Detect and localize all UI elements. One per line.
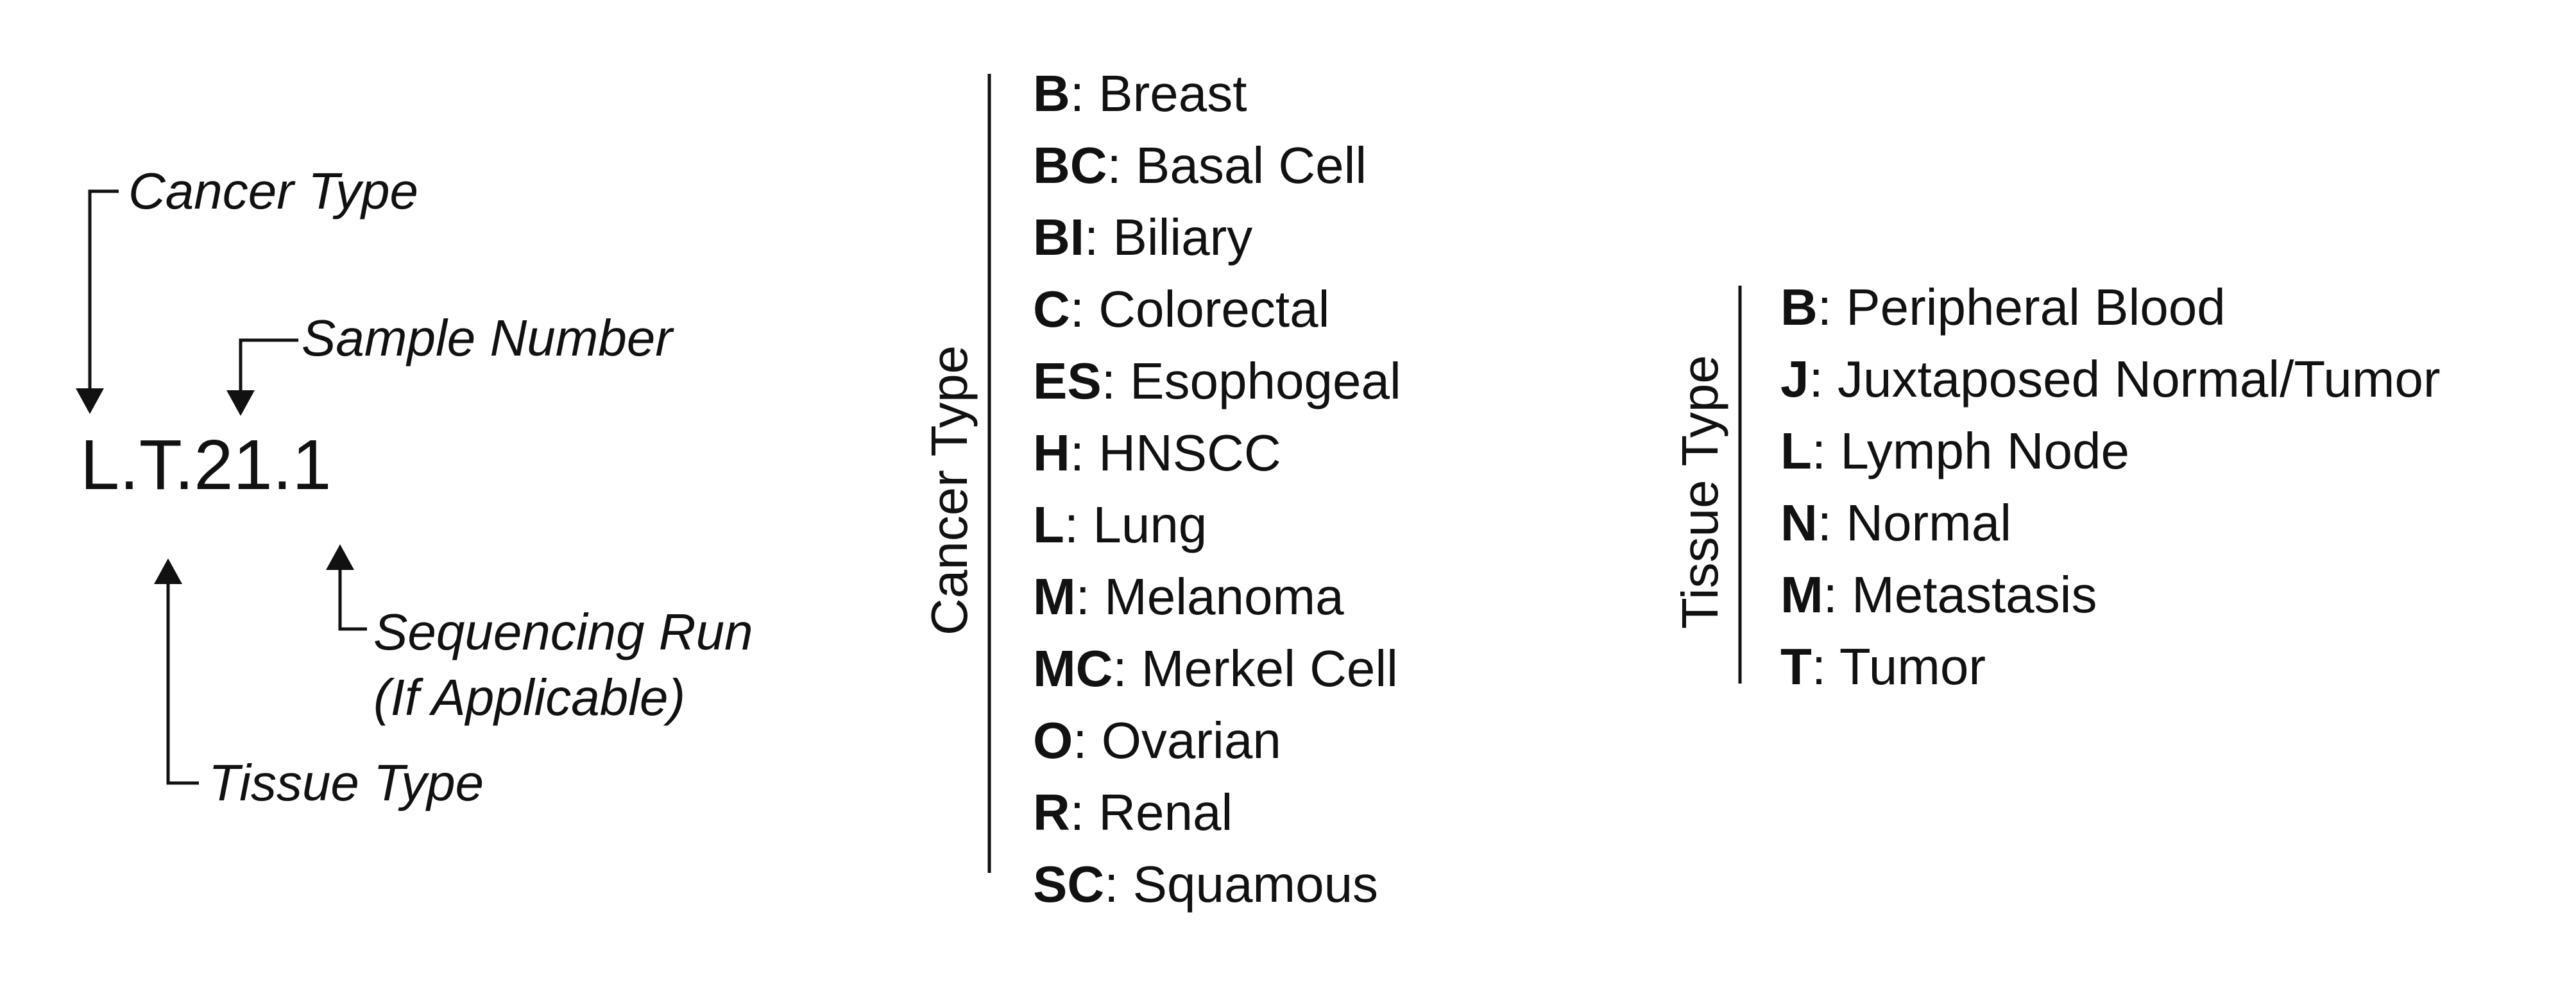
tissue-type-code: T bbox=[1780, 638, 1812, 695]
cancer-type-label: : Esophogeal bbox=[1101, 352, 1401, 409]
tissue-type-item: N: Normal bbox=[1780, 487, 2441, 559]
cancer-type-item: ES: Esophogeal bbox=[1033, 345, 1401, 417]
cancer-type-connector bbox=[88, 189, 119, 388]
sequencing-run-connector bbox=[338, 562, 367, 631]
tissue-type-code: M bbox=[1780, 566, 1823, 623]
cancer-type-code: ES bbox=[1033, 352, 1102, 409]
cancer-type-label: : Squamous bbox=[1104, 856, 1379, 913]
sample-number-connector bbox=[239, 338, 298, 395]
tissue-type-label: : Metastasis bbox=[1823, 566, 2097, 623]
cancer-type-label: : Renal bbox=[1070, 784, 1233, 841]
annotation-tissue-type: Tissue Type bbox=[209, 754, 484, 811]
cancer-type-code: BI bbox=[1033, 209, 1084, 266]
annotation-sample-number: Sample Number bbox=[302, 309, 673, 366]
cancer-type-code: MC bbox=[1033, 640, 1113, 697]
cancer-type-label: : Ovarian bbox=[1073, 712, 1281, 769]
tissue-type-code: J bbox=[1780, 350, 1809, 408]
tissue-type-list: B: Peripheral Blood J: Juxtaposed Normal… bbox=[1780, 271, 2441, 703]
tissue-type-item: M: Metastasis bbox=[1780, 559, 2441, 631]
cancer-type-arrowhead bbox=[76, 388, 104, 414]
tissue-type-item: T: Tumor bbox=[1780, 631, 2441, 703]
tissue-type-arrowhead bbox=[154, 558, 182, 584]
cancer-type-item: C: Colorectal bbox=[1033, 273, 1401, 345]
cancer-type-item: H: HNSCC bbox=[1033, 417, 1401, 489]
tissue-type-heading: Tissue Type bbox=[1671, 355, 1728, 629]
cancer-type-label: : HNSCC bbox=[1070, 424, 1281, 481]
annotation-sequencing-run: Sequencing Run bbox=[373, 603, 753, 660]
tissue-type-label: : Lymph Node bbox=[1811, 422, 2129, 479]
cancer-type-item: MC: Merkel Cell bbox=[1033, 633, 1401, 705]
cancer-type-item: L: Lung bbox=[1033, 489, 1401, 561]
tissue-type-connector bbox=[166, 578, 199, 785]
cancer-type-item: SC: Squamous bbox=[1033, 849, 1401, 920]
cancer-type-label: : Melanoma bbox=[1075, 568, 1344, 625]
cancer-type-code: BC bbox=[1033, 137, 1107, 194]
sample-code: L.T.21.1 bbox=[80, 426, 332, 504]
cancer-type-code: O bbox=[1033, 712, 1073, 769]
tissue-type-code: L bbox=[1780, 422, 1812, 479]
cancer-type-label: : Biliary bbox=[1084, 209, 1253, 266]
cancer-type-code: C bbox=[1033, 280, 1070, 338]
sequencing-run-arrowhead bbox=[326, 544, 354, 570]
cancer-type-label: : Breast bbox=[1070, 65, 1247, 122]
cancer-type-label: : Lung bbox=[1064, 496, 1207, 553]
sample-number-arrowhead bbox=[226, 390, 255, 416]
cancer-type-code: M bbox=[1033, 568, 1076, 625]
annotation-sequencing-run-note: (If Applicable) bbox=[373, 669, 686, 726]
cancer-type-heading: Cancer Type bbox=[921, 345, 978, 635]
cancer-type-label: : Basal Cell bbox=[1107, 137, 1367, 194]
cancer-type-item: O: Ovarian bbox=[1033, 705, 1401, 777]
cancer-type-item: BC: Basal Cell bbox=[1033, 130, 1401, 202]
tissue-type-item: J: Juxtaposed Normal/Tumor bbox=[1780, 343, 2441, 415]
tissue-type-code: N bbox=[1780, 494, 1818, 551]
tissue-type-label: : Tumor bbox=[1811, 638, 1986, 695]
cancer-type-item: R: Renal bbox=[1033, 777, 1401, 849]
cancer-type-item: M: Melanoma bbox=[1033, 561, 1401, 633]
cancer-type-code: R bbox=[1033, 784, 1070, 841]
cancer-type-code: L bbox=[1033, 496, 1064, 553]
cancer-type-item: B: Breast bbox=[1033, 58, 1401, 130]
tissue-type-item: L: Lymph Node bbox=[1780, 415, 2441, 487]
tissue-type-code: B bbox=[1780, 279, 1818, 336]
cancer-type-label: : Merkel Cell bbox=[1113, 640, 1398, 697]
cancer-type-code: H bbox=[1033, 424, 1070, 481]
tissue-type-label: : Juxtaposed Normal/Tumor bbox=[1809, 350, 2441, 408]
tissue-type-label: : Peripheral Blood bbox=[1817, 279, 2226, 336]
cancer-type-list: B: Breast BC: Basal Cell BI: Biliary C: … bbox=[1033, 58, 1401, 920]
cancer-type-code: B bbox=[1033, 65, 1070, 122]
annotation-cancer-type: Cancer Type bbox=[128, 162, 419, 220]
cancer-type-item: BI: Biliary bbox=[1033, 202, 1401, 273]
tissue-type-item: B: Peripheral Blood bbox=[1780, 271, 2441, 343]
tissue-type-label: : Normal bbox=[1817, 494, 2012, 551]
cancer-type-label: : Colorectal bbox=[1070, 280, 1330, 338]
cancer-type-code: SC bbox=[1033, 856, 1105, 913]
